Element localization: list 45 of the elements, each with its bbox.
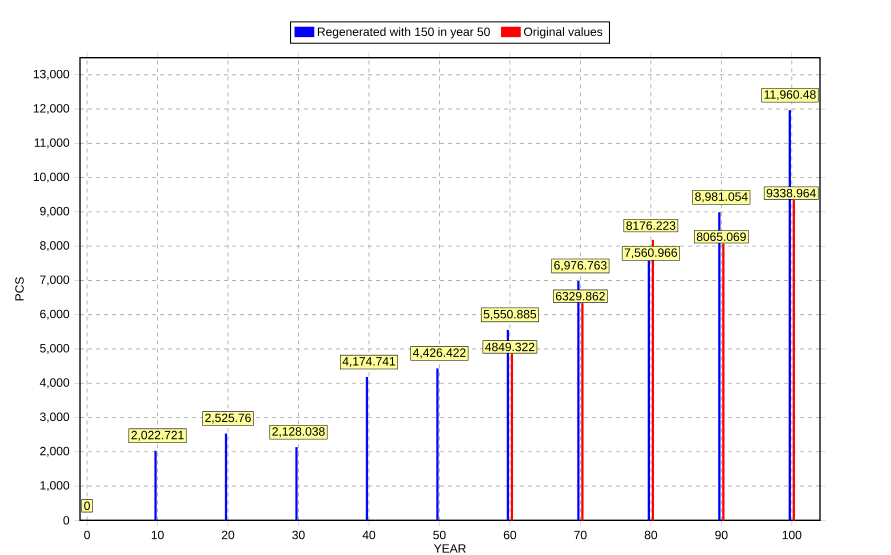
y-axis-title: PCS bbox=[15, 277, 24, 300]
x-tick-label: 10 bbox=[152, 530, 164, 540]
x-tick-label: 60 bbox=[504, 530, 516, 540]
y-tick-label: 3,000 bbox=[40, 412, 70, 422]
x-tick-label: 30 bbox=[292, 530, 305, 540]
data-label: 4,426.422 bbox=[413, 348, 466, 358]
x-axis-title: YEAR bbox=[434, 544, 466, 553]
y-tick-label: 9,000 bbox=[40, 206, 70, 217]
data-label: 2,022.721 bbox=[131, 430, 184, 441]
data-label: 5,550.885 bbox=[484, 310, 536, 320]
y-tick-label: 7,000 bbox=[40, 275, 70, 286]
y-tick-label: 10,000 bbox=[34, 172, 70, 183]
data-label: 4,174.741 bbox=[342, 357, 396, 367]
data-label: 8176.223 bbox=[626, 221, 676, 230]
data-label: 8065.069 bbox=[696, 232, 746, 241]
x-tick-label: 0 bbox=[84, 530, 90, 540]
y-tick-label: 1,000 bbox=[40, 481, 70, 491]
data-label: 2,128.038 bbox=[272, 427, 325, 438]
x-tick-label: 40 bbox=[362, 530, 376, 540]
y-tick-label: 11,000 bbox=[34, 138, 70, 148]
data-label: 11,960.48 bbox=[764, 90, 816, 100]
y-tick-label: 0 bbox=[63, 516, 70, 525]
x-tick-label: 20 bbox=[222, 530, 234, 540]
y-tick-label: 4,000 bbox=[40, 378, 70, 388]
data-label: 0 bbox=[84, 502, 90, 510]
y-tick-label: 6,000 bbox=[40, 310, 70, 320]
legend-label: Original values bbox=[524, 27, 602, 38]
y-tick-label: 8,000 bbox=[40, 241, 70, 252]
y-tick-label: 12,000 bbox=[34, 104, 70, 114]
y-tick-label: 5,000 bbox=[40, 344, 70, 354]
x-tick-label: 50 bbox=[433, 530, 446, 540]
x-tick-label: 100 bbox=[782, 530, 802, 540]
data-label: 6329.862 bbox=[556, 292, 605, 300]
x-tick-label: 70 bbox=[574, 530, 587, 540]
data-label: 2,525.76 bbox=[205, 414, 251, 424]
data-label: 7,560.966 bbox=[624, 248, 678, 258]
y-tick-label: 2,000 bbox=[40, 446, 70, 457]
x-tick-label: 90 bbox=[715, 530, 728, 540]
data-label: 6,976.763 bbox=[554, 261, 607, 271]
data-label: 4849.322 bbox=[485, 342, 534, 352]
data-label: 9338.964 bbox=[766, 188, 816, 198]
data-label: 8,981.054 bbox=[695, 192, 748, 202]
y-tick-label: 13,000 bbox=[34, 70, 70, 80]
x-tick-label: 80 bbox=[644, 530, 658, 540]
legend-label: Regenerated with 150 in year 50 bbox=[318, 27, 490, 38]
